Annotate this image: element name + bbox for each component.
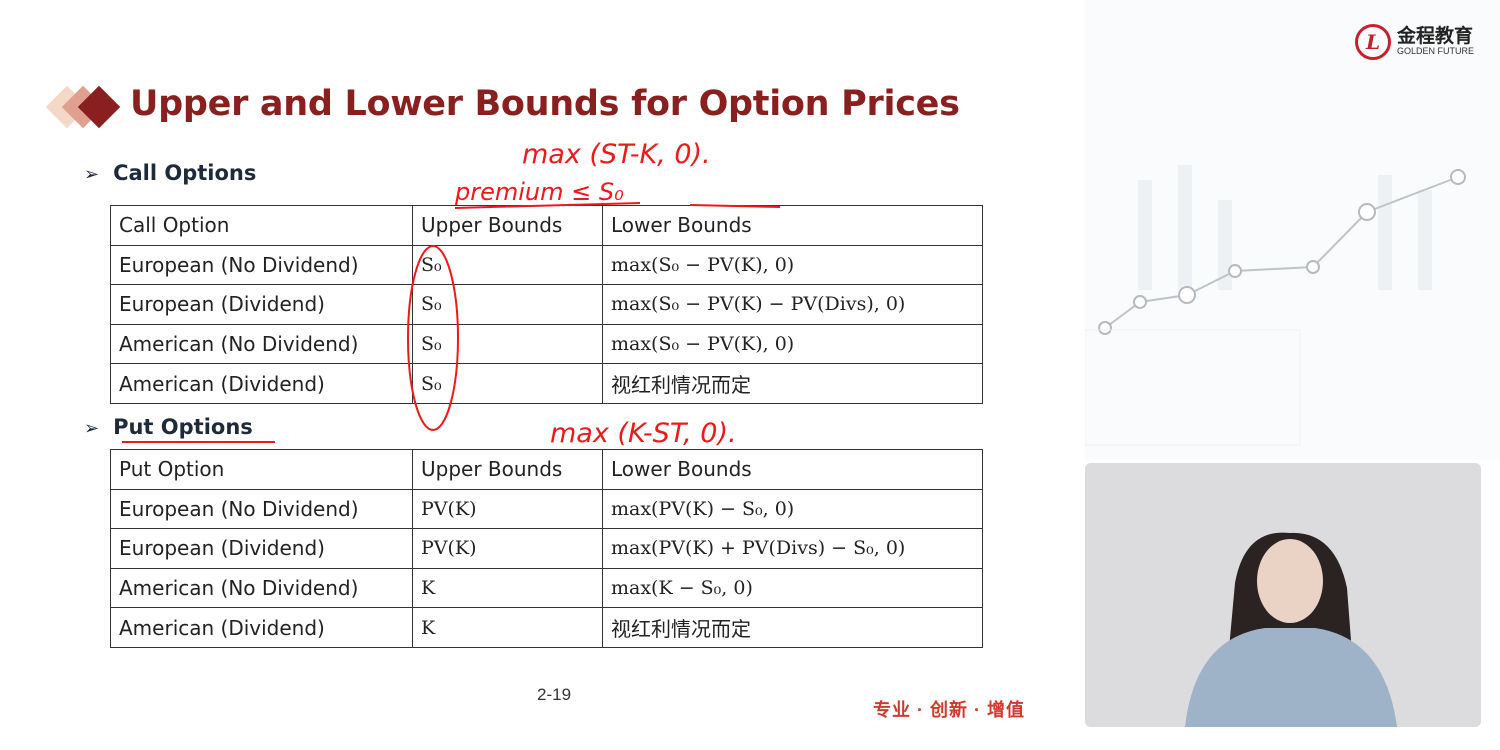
instructor-figure — [1085, 463, 1481, 727]
decorative-line-chart — [1084, 165, 1466, 446]
cell: S₀ — [412, 323, 603, 365]
cell: American (Dividend) — [110, 363, 413, 404]
cell: European (Dividend) — [110, 284, 413, 325]
cell: 视红利情况而定 — [602, 363, 983, 404]
section-call: ➢ Call Options — [84, 161, 257, 185]
cell: max(PV(K) + PV(Divs) − S₀, 0) — [602, 528, 983, 569]
background-bars — [1138, 165, 1432, 290]
table-row: European (No Dividend) PV(K) max(PV(K) − S… — [110, 488, 983, 530]
table-row: American (Dividend) S₀ 视红利情况而定 — [110, 363, 983, 404]
call-options-table: Call Option Upper Bounds Lower Bounds Euro… — [110, 205, 983, 404]
annotation-put-payoff: max (K-ST, 0). — [550, 418, 737, 449]
header-cell: Upper Bounds — [412, 449, 603, 490]
cell: American (Dividend) — [110, 607, 413, 648]
logo-en: GOLDEN FUTURE — [1397, 46, 1475, 56]
cell: 视红利情况而定 — [602, 607, 983, 648]
page-number: 2-19 — [537, 685, 572, 704]
logo-cn: 金程教育 — [1397, 26, 1474, 47]
instructor-video — [1085, 463, 1481, 727]
decorative-background — [1084, 0, 1500, 460]
cell: max(PV(K) − S₀, 0) — [602, 488, 983, 530]
handwritten-annotations: max (ST-K, 0). premium ≤ S₀ max (K-ST, 0… — [122, 139, 781, 449]
cell: K — [412, 607, 603, 648]
cell: American (No Dividend) — [110, 323, 413, 365]
table-row: American (Dividend) K 视红利情况而定 — [110, 607, 983, 648]
trend-line — [1104, 176, 1459, 329]
cell: European (Dividend) — [110, 528, 413, 569]
put-options-table: Put Option Upper Bounds Lower Bounds Europ… — [110, 449, 983, 648]
cell: S₀ — [412, 363, 603, 404]
slogan: 专业 · 创新 · 增值 — [873, 700, 1025, 720]
cell: max(S₀ − PV(K) − PV(Divs), 0) — [602, 284, 983, 325]
cell: K — [412, 567, 603, 609]
header-cell: Put Option — [110, 449, 413, 490]
decorative-panel — [1084, 329, 1301, 446]
logo: L 金程教育 GOLDEN FUTURE — [1355, 24, 1474, 60]
annotation-premium: premium ≤ S₀ — [454, 178, 624, 206]
section-label: Call Options — [113, 161, 257, 185]
trend-points — [1098, 169, 1466, 335]
annotation-circle — [407, 245, 459, 431]
table-row: American (No Dividend) S₀ max(S₀ − PV(K), … — [110, 323, 983, 365]
table-header: Call Option Upper Bounds Lower Bounds — [110, 205, 983, 246]
slide-title: Upper and Lower Bounds for Option Prices — [130, 84, 960, 124]
slide: Upper and Lower Bounds for Option Prices… — [45, 84, 1025, 720]
section-label: Put Options — [113, 415, 253, 439]
cell: European (No Dividend) — [110, 488, 413, 530]
section-put: ➢ Put Options — [84, 415, 253, 439]
logo-seal: L — [1355, 24, 1391, 60]
cell: max(S₀ − PV(K), 0) — [602, 323, 983, 365]
table-row: European (Dividend) PV(K) max(PV(K) + PV(D… — [110, 528, 983, 569]
annotation-call-payoff: max (ST-K, 0). — [522, 139, 711, 170]
